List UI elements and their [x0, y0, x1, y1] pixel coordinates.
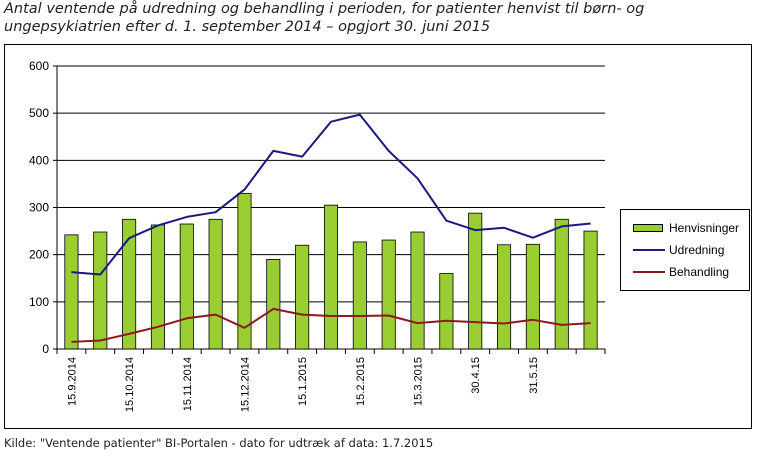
legend-swatch-udredning	[633, 249, 665, 251]
x-tick-label: 31.5.15	[528, 357, 540, 394]
source-note: Kilde: "Ventende patienter" BI-Portalen …	[4, 436, 434, 450]
x-tick-label: 15.9.2014	[66, 357, 78, 406]
x-tick-label: 15.1.2015	[297, 357, 309, 406]
bar-henvisninger	[410, 231, 425, 350]
chart-title-line-1: Antal ventende på udredning og behandlin…	[4, 1, 645, 17]
legend-label-behandling: Behandling	[669, 265, 730, 279]
x-tick-label: 15.2.2015	[355, 357, 367, 406]
legend-swatch-henvisninger	[633, 224, 663, 232]
y-tick-label: 300	[29, 201, 49, 215]
chart-title: Antal ventende på udredning og behandlin…	[4, 0, 744, 36]
bar-henvisninger	[439, 273, 454, 350]
line-behandling	[71, 307, 591, 343]
bar-henvisninger	[497, 244, 512, 350]
bar-henvisninger	[323, 204, 339, 350]
x-tick-label: 15.12.2014	[239, 357, 251, 412]
legend-item-henvisninger: Henvisninger	[621, 218, 749, 238]
legend-label-henvisninger: Henvisninger	[669, 221, 740, 235]
legend-swatch-behandling	[633, 271, 665, 273]
bar-henvisninger	[93, 231, 108, 350]
x-tick-label: 15.11.2014	[182, 357, 194, 411]
legend-item-udredning: Udredning	[621, 240, 749, 260]
y-tick-label: 200	[29, 248, 49, 262]
legend-item-behandling: Behandling	[621, 262, 749, 282]
bar-henvisninger	[583, 230, 598, 350]
bar-henvisninger	[468, 212, 483, 350]
bar-henvisninger	[554, 218, 569, 350]
line-udredning	[71, 113, 591, 276]
y-tick-label: 100	[29, 295, 49, 309]
x-tick-label: 15.10.2014	[124, 357, 136, 412]
chart-plot: 0 100 200 300 400 500 600 15.9.2014 15.10.2014 15…	[29, 59, 606, 412]
y-tick-label: 0	[42, 342, 49, 356]
bar-henvisninger	[525, 243, 540, 350]
legend-label-udredning: Udredning	[669, 243, 725, 257]
chart-frame: 0 100 200 300 400 500 600 15.9.2014 15.10.2014 15…	[4, 44, 752, 429]
bar-henvisninger	[150, 224, 165, 350]
bar-henvisninger	[295, 244, 310, 350]
x-tick-label: 30.4.15	[470, 357, 482, 394]
chart-title-line-2: ungepsykiatrien efter d. 1. september 20…	[4, 19, 491, 35]
bar-henvisninger	[64, 234, 79, 350]
bar-henvisninger	[179, 223, 194, 350]
chart-legend: Henvisninger Udredning Behandling	[620, 209, 750, 291]
y-tick-label: 500	[29, 106, 49, 120]
bar-henvisninger	[266, 258, 281, 350]
bar-henvisninger	[237, 192, 252, 350]
y-tick-label: 600	[29, 59, 49, 73]
bar-henvisninger	[381, 239, 396, 350]
bar-henvisninger	[122, 218, 137, 350]
y-tick-label: 400	[29, 153, 49, 167]
bar-henvisninger	[352, 241, 367, 350]
bar-henvisninger	[208, 218, 223, 350]
x-tick-label: 15.3.2015	[413, 357, 425, 406]
